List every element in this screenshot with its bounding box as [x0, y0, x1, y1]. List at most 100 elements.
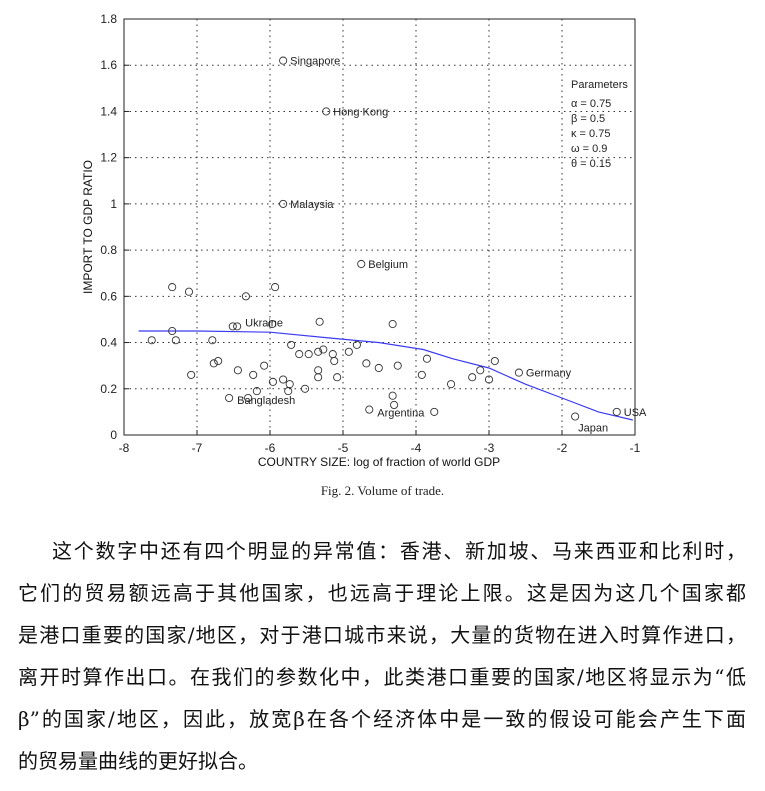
data-point: [468, 373, 477, 382]
param-omega: ω = 0.9: [571, 143, 607, 155]
country-point-ukraine: Ukraine: [233, 317, 283, 331]
data-point: [268, 320, 277, 329]
country-label: Singapore: [290, 56, 340, 68]
data-point: [388, 320, 397, 329]
y-axis-title: IMPORT TO GDP RATIO: [81, 160, 95, 294]
data-points: [147, 283, 499, 416]
x-tick-label: -1: [630, 441, 641, 455]
y-tick-label: 0.8: [100, 243, 117, 257]
data-point: [362, 359, 371, 368]
country-point-argentina: Argentina: [365, 405, 425, 420]
data-point: [271, 283, 280, 292]
data-point: [279, 375, 288, 384]
parameters-title: Parameters: [571, 79, 628, 91]
data-point: [476, 366, 485, 375]
country-label: Bangladesh: [237, 395, 295, 407]
country-point-singapore: Singapore: [279, 56, 340, 68]
data-point: [168, 283, 177, 292]
data-point: [314, 366, 323, 375]
data-point: [571, 412, 580, 421]
data-point: [315, 317, 324, 326]
plot-frame: [123, 18, 636, 436]
data-point: [319, 345, 328, 354]
data-point: [279, 56, 288, 65]
y-tick-label: 1.4: [100, 104, 117, 118]
y-tick-label: 0.6: [100, 289, 117, 303]
y-tick-label: 1.8: [100, 12, 117, 26]
data-point: [422, 354, 432, 363]
x-axis-title: COUNTRY SIZE: log of fraction of world G…: [258, 455, 500, 469]
data-point: [484, 375, 494, 384]
param-beta: β = 0.5: [571, 113, 605, 125]
param-kappa: κ = 0.75: [571, 128, 610, 140]
data-point: [390, 400, 399, 410]
data-point: [300, 384, 310, 393]
country-point-germany: Germany: [514, 368, 572, 380]
data-point: [244, 393, 253, 403]
data-point: [225, 393, 234, 403]
data-point: [260, 361, 269, 370]
paragraph-line: 的贸易量曲线的更好拟合。: [18, 749, 258, 773]
data-point: [147, 336, 156, 345]
data-point: [430, 407, 439, 416]
paragraph-line: 是港口重要的国家/地区，对于港口城市来说，大量的货物在进入时算作进口，: [18, 623, 746, 647]
country-point-bangladesh: Bangladesh: [225, 393, 295, 407]
country-point-hong-kong: Hong Kong: [322, 106, 388, 118]
parameters-box: Parameters α = 0.75 β = 0.5 κ = 0.75 ω =…: [571, 79, 628, 170]
data-point: [209, 359, 218, 368]
data-point: [304, 350, 313, 359]
country-point-japan: Japan: [571, 412, 608, 435]
data-point: [446, 380, 456, 389]
paragraph-line: β”的国家/地区，因此，放宽β在各个经济体中是一致的假设可能会产生下面: [18, 707, 746, 731]
country-label: Belgium: [368, 259, 408, 271]
data-point: [330, 356, 339, 366]
data-point: [333, 373, 342, 382]
labeled-points: Singapore Hong Kong Malaysia Belgium Ukraine…: [225, 56, 647, 435]
x-tick-label: -6: [265, 441, 276, 455]
data-point: [295, 350, 304, 359]
data-point: [214, 356, 223, 366]
data-point: [233, 322, 242, 331]
data-point: [417, 370, 426, 379]
data-point: [168, 326, 177, 336]
data-point: [314, 373, 323, 382]
tick-labels: -8 -7 -6 -5 -4 -3 -2 -1 0 0.2 0.4 0.6 0.8 1 1.2 1.4 1.6 1…: [100, 12, 640, 455]
country-label: Malaysia: [290, 199, 334, 211]
data-point: [252, 387, 261, 396]
data-point: [285, 380, 294, 389]
data-point: [357, 259, 366, 269]
data-point: [284, 387, 293, 396]
data-point: [233, 366, 242, 375]
grid: [123, 18, 636, 436]
country-point-belgium: Belgium: [357, 259, 408, 271]
data-point: [374, 363, 383, 373]
data-point: [279, 199, 288, 208]
data-point: [314, 347, 323, 356]
x-tick-label: -7: [192, 441, 203, 455]
trade-volume-chart: -8 -7 -6 -5 -4 -3 -2 -1 0 0.2 0.4 0.6 0.8 1 1.2 1.4 1.6 1…: [81, 12, 647, 469]
data-point: [171, 336, 180, 345]
data-point: [328, 350, 337, 359]
x-tick-label: -2: [557, 441, 568, 455]
data-point: [268, 377, 277, 386]
country-point-usa: USA: [612, 407, 647, 419]
param-theta: θ = 0.15: [571, 158, 611, 170]
paragraph-line: 这个数字中还有四个明显的异常值：香港、新加坡、马来西亚和比利时，: [52, 539, 746, 563]
paragraph-line: 离开时算作出口。在我们的参数化中，此类港口重要的国家/地区将显示为“低: [18, 665, 746, 689]
data-point: [352, 340, 361, 349]
data-point: [187, 370, 196, 379]
y-tick-label: 0.4: [100, 336, 117, 350]
param-alpha: α = 0.75: [571, 98, 611, 110]
data-point: [365, 405, 374, 414]
data-point: [287, 340, 296, 349]
y-tick-label: 0.2: [100, 382, 117, 396]
figure-caption: Fig. 2. Volume of trade.: [320, 483, 445, 498]
x-tick-label: -5: [338, 441, 349, 455]
y-tick-label: 0: [110, 428, 117, 442]
body-paragraph: 这个数字中还有四个明显的异常值：香港、新加坡、马来西亚和比利时， 它们的贸易额远…: [18, 530, 746, 782]
y-tick-label: 1: [110, 197, 117, 211]
data-point: [228, 322, 237, 331]
x-tick-label: -3: [484, 441, 495, 455]
data-point: [490, 356, 499, 366]
country-label: Argentina: [377, 408, 425, 420]
